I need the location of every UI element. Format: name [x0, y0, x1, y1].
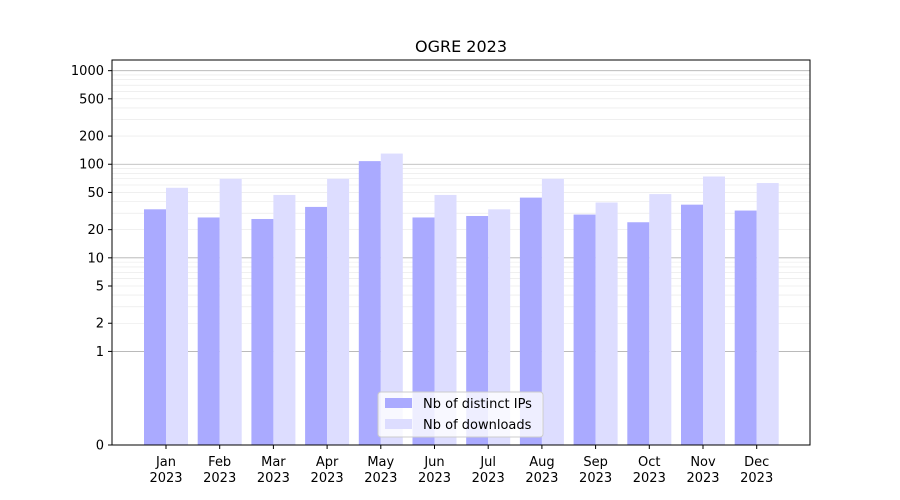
x-tick-label-year: 2023 [311, 471, 344, 486]
x-tick-label-year: 2023 [579, 471, 612, 486]
x-tick-label-month: Sep [583, 455, 608, 470]
legend-swatch-ips [385, 398, 412, 408]
bar-downloads [380, 153, 403, 446]
x-tick-label-year: 2023 [472, 471, 505, 486]
axes-frame [111, 59, 811, 446]
y-tick-label: 500 [79, 92, 104, 107]
bar-distinct-ips [466, 215, 489, 445]
bar-downloads [541, 178, 564, 446]
legend-label-downloads: Nb of downloads [423, 418, 532, 433]
y-tick-label: 10 [87, 251, 104, 266]
y-tick-label: 5 [96, 280, 104, 295]
x-tick-label-year: 2023 [203, 471, 236, 486]
legend: Nb of distinct IPs Nb of downloads [377, 391, 544, 438]
y-tick-label: 1 [96, 345, 104, 360]
x-tick-label-month: Apr [316, 455, 339, 470]
bar-downloads [595, 202, 618, 445]
x-tick-label-month: Aug [529, 455, 554, 470]
x-tick-label-year: 2023 [149, 471, 182, 486]
bar-distinct-ips [681, 204, 703, 445]
y-tick-label: 1000 [71, 64, 104, 79]
legend-box [377, 391, 544, 438]
x-tick-label-year: 2023 [525, 471, 558, 486]
x-tick-label-year: 2023 [418, 471, 451, 486]
bar-distinct-ips [412, 217, 435, 445]
bar-downloads [273, 194, 296, 445]
bar-distinct-ips [573, 214, 596, 445]
legend-swatch-downloads [385, 419, 412, 429]
bar-distinct-ips [519, 197, 542, 445]
bar-downloads [219, 178, 242, 446]
x-axis: Jan2023Feb2023Mar2023Apr2023May2023Jun20… [149, 445, 773, 486]
x-tick-label-month: Jul [479, 455, 496, 470]
x-tick-label-month: Nov [690, 455, 716, 470]
bar-distinct-ips [251, 218, 274, 445]
y-tick-label: 20 [87, 223, 104, 238]
bar-downloads [649, 194, 672, 445]
x-tick-label-year: 2023 [740, 471, 773, 486]
x-tick-label-year: 2023 [364, 471, 397, 486]
x-tick-label-month: Mar [261, 455, 286, 470]
bar-downloads [703, 176, 725, 446]
x-tick-label-month: Jun [423, 455, 444, 470]
bar-distinct-ips [197, 217, 220, 445]
y-tick-label: 200 [79, 130, 104, 145]
bar-downloads [327, 178, 350, 446]
bar-distinct-ips [144, 209, 166, 445]
x-tick-label-month: Oct [638, 455, 660, 470]
bar-downloads [434, 194, 457, 445]
y-axis: 0 1 2 5 10 20 50 100 200 500 1000 [71, 64, 112, 454]
x-tick-label-month: Jan [155, 455, 176, 470]
x-tick-label-month: May [367, 455, 394, 470]
y-tick-label: 100 [79, 158, 104, 173]
chart-title: OGRE 2023 [415, 37, 507, 56]
bar-downloads [488, 209, 511, 445]
y-tick-label: 50 [87, 186, 104, 201]
bar-distinct-ips [627, 222, 650, 445]
x-tick-label-month: Feb [208, 455, 231, 470]
bars [144, 153, 779, 446]
x-tick-label-year: 2023 [686, 471, 719, 486]
x-tick-label-year: 2023 [633, 471, 666, 486]
y-tick-label: 0 [96, 439, 104, 454]
x-tick-label-year: 2023 [257, 471, 290, 486]
x-tick-label-month: Dec [744, 455, 769, 470]
bar-distinct-ips [305, 206, 328, 445]
bar-downloads [756, 183, 779, 446]
bar-distinct-ips [358, 161, 381, 445]
bar-downloads [166, 187, 188, 445]
y-tick-label: 2 [96, 317, 104, 332]
bar-distinct-ips [734, 210, 757, 445]
legend-label-ips: Nb of distinct IPs [423, 397, 532, 412]
